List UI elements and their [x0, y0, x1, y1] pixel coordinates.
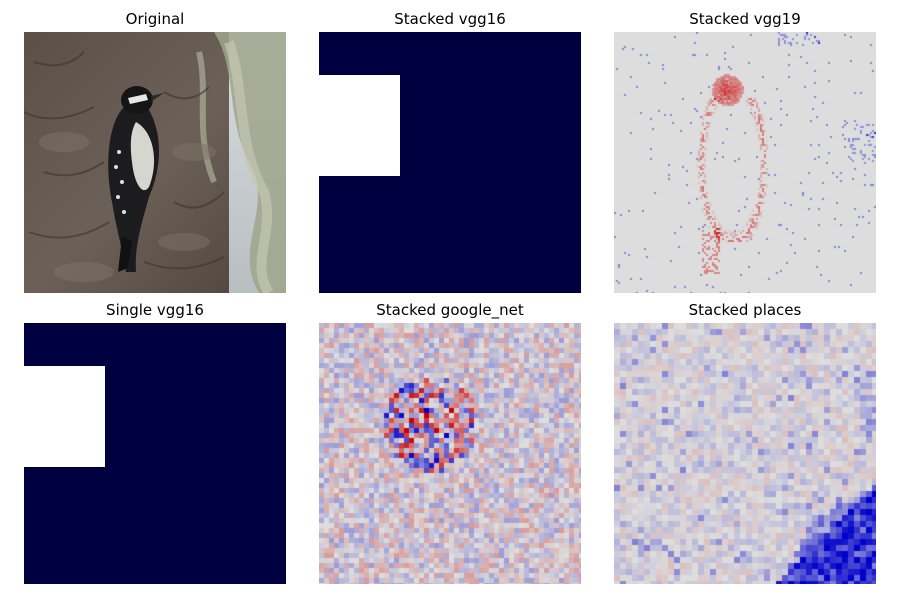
heatmap-image	[319, 323, 581, 584]
panel-title: Stacked vgg19	[689, 10, 801, 28]
original-photo	[24, 32, 286, 293]
panel-title: Original	[125, 10, 185, 28]
heatmap-image	[614, 323, 876, 584]
mask-image	[24, 323, 286, 584]
heatmap-canvas	[614, 323, 876, 584]
mask-image	[319, 32, 581, 293]
mask-svg	[319, 32, 581, 293]
bird-photo-image	[24, 32, 286, 293]
heatmap-image	[614, 32, 876, 293]
heatmap-canvas	[614, 32, 876, 293]
panel-title: Single vgg16	[106, 301, 204, 319]
heatmap-canvas	[319, 323, 581, 584]
panel-title: Stacked vgg16	[394, 10, 506, 28]
panel-title: Stacked google_net	[376, 301, 524, 319]
mask-svg	[24, 323, 286, 584]
panel-title: Stacked places	[688, 301, 802, 319]
